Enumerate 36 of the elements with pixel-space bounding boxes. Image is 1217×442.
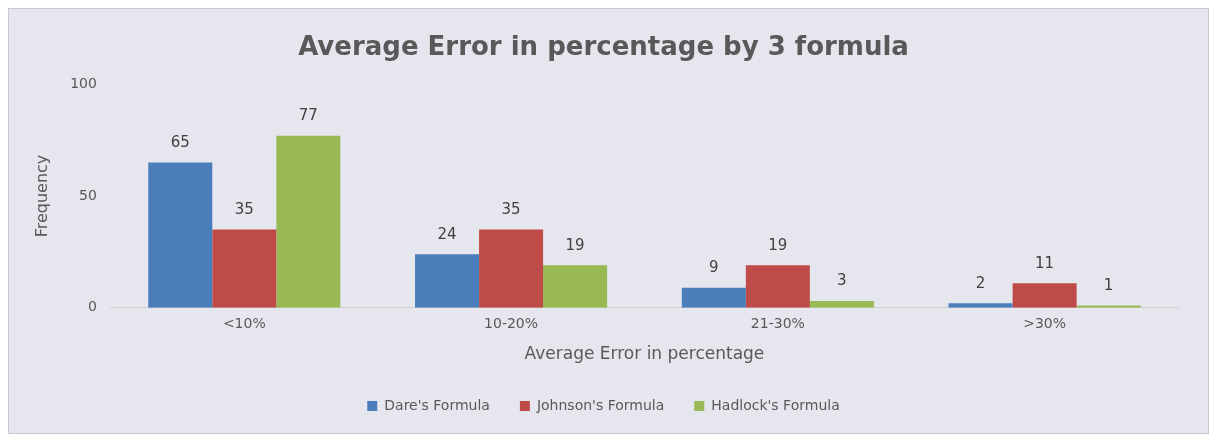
- data-label: 65: [170, 132, 190, 151]
- data-label: 19: [565, 235, 585, 254]
- chart-title: Average Error in percentage by 3 formula: [298, 31, 909, 62]
- data-label: 3: [837, 271, 847, 290]
- x-tick-label: 10-20%: [484, 314, 539, 331]
- y-tick-label: 50: [79, 186, 97, 203]
- bar: [543, 265, 608, 308]
- x-axis-title: Average Error in percentage: [524, 343, 765, 364]
- data-label: 24: [437, 224, 457, 243]
- data-label: 9: [709, 258, 719, 277]
- data-label: 11: [1035, 253, 1055, 272]
- bar: [148, 162, 213, 308]
- bar: [479, 229, 544, 308]
- legend-label: Johnson's Formula: [535, 396, 665, 413]
- data-label: 77: [298, 106, 318, 125]
- x-tick-label: >30%: [1023, 314, 1067, 331]
- x-tick-label: <10%: [222, 314, 266, 331]
- bar: [276, 135, 341, 308]
- data-label: 2: [975, 273, 986, 292]
- legend-label: Hadlock's Formula: [711, 396, 840, 413]
- data-label: 35: [234, 199, 254, 218]
- y-tick-label: 100: [70, 74, 97, 91]
- bar: [212, 229, 277, 308]
- bar: [948, 303, 1013, 308]
- data-label: 35: [501, 199, 521, 218]
- y-tick-label: 0: [88, 298, 97, 315]
- y-axis-title: Frequency: [31, 154, 51, 238]
- legend-label: Dare's Formula: [384, 396, 490, 413]
- data-label: 1: [1103, 275, 1114, 294]
- bar: [415, 254, 480, 308]
- bar: [681, 287, 746, 308]
- data-label: 19: [768, 235, 788, 254]
- bar: [745, 265, 810, 308]
- bar: [1012, 283, 1077, 308]
- bar: [809, 301, 874, 308]
- x-tick-label: 21-30%: [750, 314, 805, 331]
